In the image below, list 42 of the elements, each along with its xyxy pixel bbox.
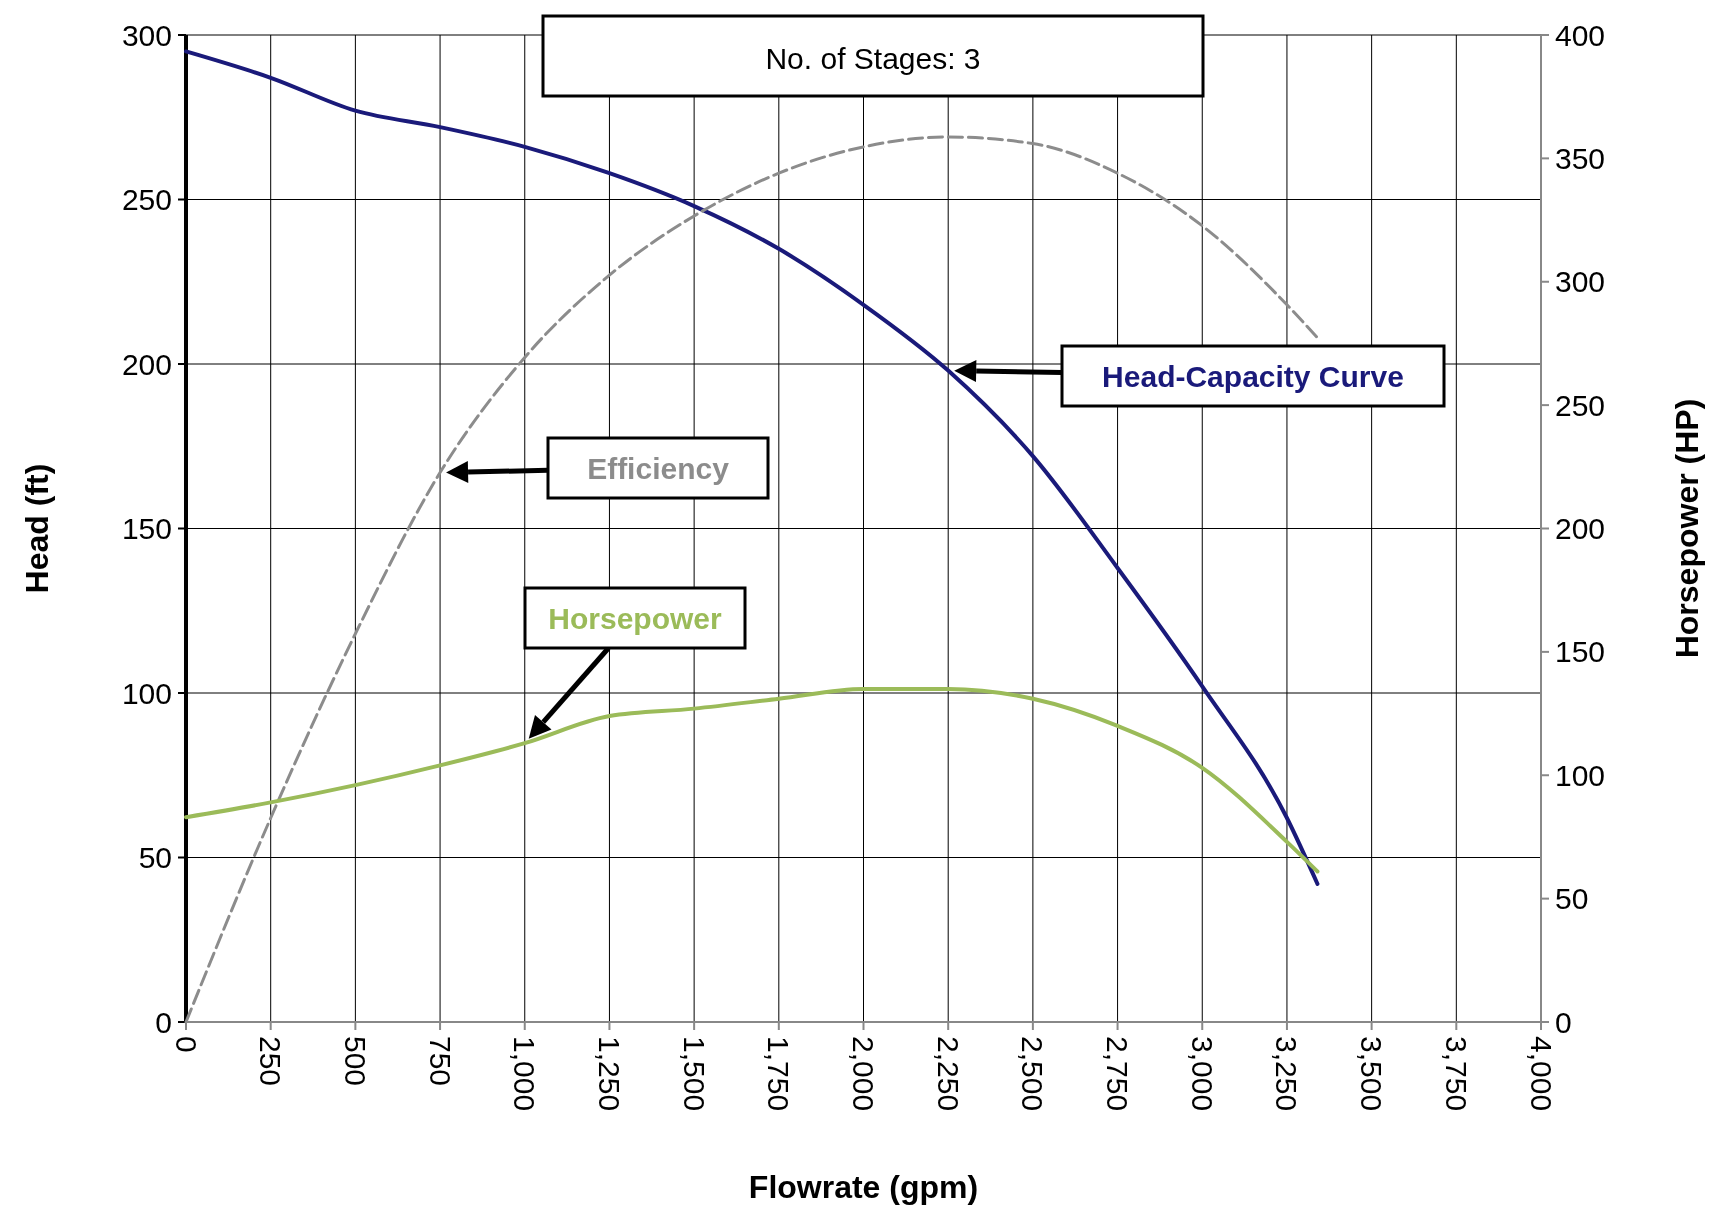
x-tick-label: 2,750 — [1101, 1036, 1135, 1112]
y-tick-label: 200 — [121, 347, 172, 381]
x-axis-title: Flowrate (gpm) — [748, 1169, 979, 1205]
x-tick-label: 1,250 — [592, 1036, 626, 1112]
y2-tick-label: 50 — [1555, 882, 1589, 916]
y-tick-label: 300 — [121, 18, 172, 52]
line-series — [184, 686, 1320, 874]
y2-tick-label: 350 — [1555, 141, 1606, 175]
y2-tick-label: 400 — [1555, 18, 1606, 52]
x-tick-label: 4,000 — [1524, 1036, 1558, 1112]
x-tick-label: 2,500 — [1016, 1036, 1050, 1112]
y2-tick-label: 200 — [1555, 512, 1606, 545]
y2-tick-label: 250 — [1555, 388, 1606, 422]
y2-tick-label: 300 — [1555, 265, 1606, 299]
chart-title: No. of Stages: 3 — [765, 41, 981, 75]
y2-axis-title: Horsepower (HP) — [1669, 398, 1705, 659]
x-tick-label: 0 — [169, 1036, 203, 1053]
y2-tick-label: 100 — [1555, 758, 1606, 792]
x-tick-label: 1,750 — [762, 1036, 796, 1112]
y-tick-label: 0 — [155, 1005, 172, 1039]
x-tick-label: 3,500 — [1355, 1036, 1389, 1112]
x-tick-label: 3,250 — [1270, 1036, 1304, 1112]
line-series — [184, 49, 1320, 886]
x-tick-label: 1,500 — [677, 1036, 711, 1112]
text: Horsepower — [548, 601, 723, 635]
text: Efficiency — [587, 451, 730, 485]
y-tick-label: 50 — [138, 841, 172, 874]
x-tick-label: 3,000 — [1185, 1036, 1219, 1112]
x-tick-label: 250 — [254, 1036, 288, 1087]
x-tick-label: 2,000 — [847, 1036, 880, 1112]
y-tick-label: 250 — [121, 183, 172, 216]
x-tick-label: 2,250 — [931, 1036, 965, 1112]
x-tick-label: 1,000 — [508, 1036, 542, 1112]
y-tick-label: 150 — [121, 512, 172, 545]
x-tick-label: 750 — [423, 1036, 457, 1087]
x-tick-label: 500 — [338, 1036, 372, 1087]
y2-tick-label: 150 — [1555, 635, 1606, 669]
y-tick-label: 100 — [121, 676, 172, 710]
x-tick-label: 3,750 — [1439, 1036, 1473, 1112]
y2-tick-label: 0 — [1555, 1005, 1572, 1039]
y-axis-title: Head (ft) — [19, 463, 55, 594]
text: Head-Capacity Curve — [1102, 359, 1404, 393]
